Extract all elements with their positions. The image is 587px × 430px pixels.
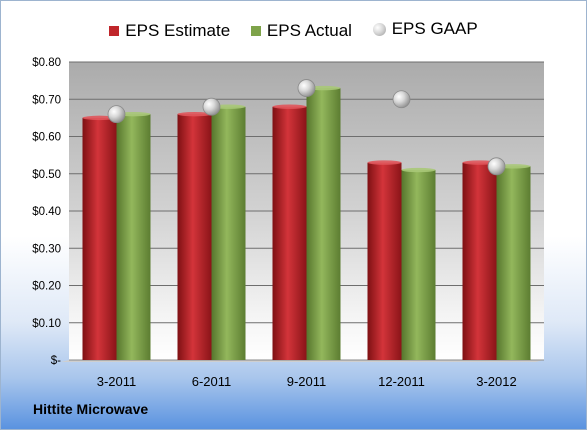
y-tick-label: $0.80 bbox=[32, 57, 61, 69]
bar-eps-actual bbox=[496, 166, 531, 360]
bar-top bbox=[401, 167, 436, 173]
y-tick-label: $0.50 bbox=[32, 169, 61, 181]
legend-item-estimate: EPS Estimate bbox=[109, 21, 230, 41]
legend: EPS Estimate EPS Actual EPS GAAP bbox=[1, 19, 586, 41]
x-tick-label: 3-2012 bbox=[476, 374, 516, 389]
y-tick-label: $0.60 bbox=[32, 132, 61, 144]
marker-eps-gaap bbox=[107, 105, 126, 124]
x-tick-label: 9-2011 bbox=[287, 374, 327, 389]
legend-label-actual: EPS Actual bbox=[266, 20, 352, 40]
bar-top bbox=[272, 104, 307, 109]
marker-eps-gaap bbox=[202, 97, 221, 116]
bar-eps-estimate bbox=[367, 162, 402, 360]
y-tick-label: $0.70 bbox=[32, 94, 61, 106]
y-tick-label: $0.10 bbox=[32, 318, 61, 330]
y-tick-label: $0.40 bbox=[32, 206, 61, 218]
legend-swatch-estimate bbox=[109, 25, 120, 36]
bar-eps-actual bbox=[116, 114, 151, 361]
bar-eps-estimate bbox=[177, 114, 212, 361]
legend-item-actual: EPS Actual bbox=[250, 20, 352, 41]
legend-swatch-gaap bbox=[372, 22, 386, 36]
legend-label-gaap: EPS GAAP bbox=[391, 19, 478, 38]
x-tick-label: 6-2011 bbox=[192, 374, 232, 389]
legend-swatch-actual bbox=[250, 25, 261, 36]
marker-eps-gaap bbox=[297, 79, 316, 97]
bar-eps-actual bbox=[401, 170, 436, 360]
y-tick-label: $- bbox=[51, 355, 61, 367]
bar-top bbox=[177, 111, 212, 117]
marker-eps-gaap bbox=[392, 90, 411, 109]
legend-label-estimate: EPS Estimate bbox=[125, 20, 231, 40]
y-tick-label: $0.30 bbox=[32, 243, 61, 255]
bar-eps-actual bbox=[211, 106, 246, 360]
bar-top bbox=[367, 160, 402, 165]
bar-eps-estimate bbox=[82, 117, 117, 360]
legend-item-gaap: EPS GAAP bbox=[372, 19, 478, 39]
bar-eps-estimate bbox=[462, 162, 497, 360]
bar-eps-actual bbox=[306, 88, 341, 360]
marker-eps-gaap bbox=[487, 157, 506, 176]
bar-eps-estimate bbox=[272, 106, 307, 360]
y-tick-label: $0.20 bbox=[32, 281, 61, 293]
company-name: Hittite Microwave bbox=[33, 401, 149, 417]
plot-area: $- $0.10 $0.20 $0.30 $0.40 $0.50 $0.60 $0.70 $0.… bbox=[32, 57, 544, 389]
x-tick-label: 3-2011 bbox=[97, 374, 137, 389]
x-tick-label: 12-2011 bbox=[378, 374, 425, 389]
